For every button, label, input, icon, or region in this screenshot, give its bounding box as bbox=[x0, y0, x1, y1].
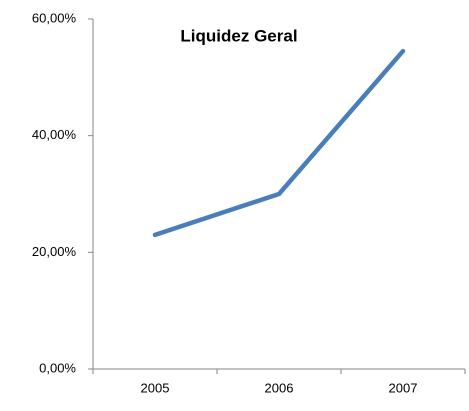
y-tick-label: 60,00% bbox=[32, 10, 77, 25]
x-tick-label: 2006 bbox=[265, 380, 294, 395]
x-tick-label: 2005 bbox=[141, 380, 170, 395]
y-tick-label: 40,00% bbox=[32, 127, 77, 142]
y-tick-label: 0,00% bbox=[39, 360, 76, 375]
x-tick-label: 2007 bbox=[389, 380, 418, 395]
data-line bbox=[152, 48, 406, 238]
chart-title: Liquidez Geral bbox=[180, 26, 297, 45]
y-tick-label: 20,00% bbox=[32, 244, 77, 259]
